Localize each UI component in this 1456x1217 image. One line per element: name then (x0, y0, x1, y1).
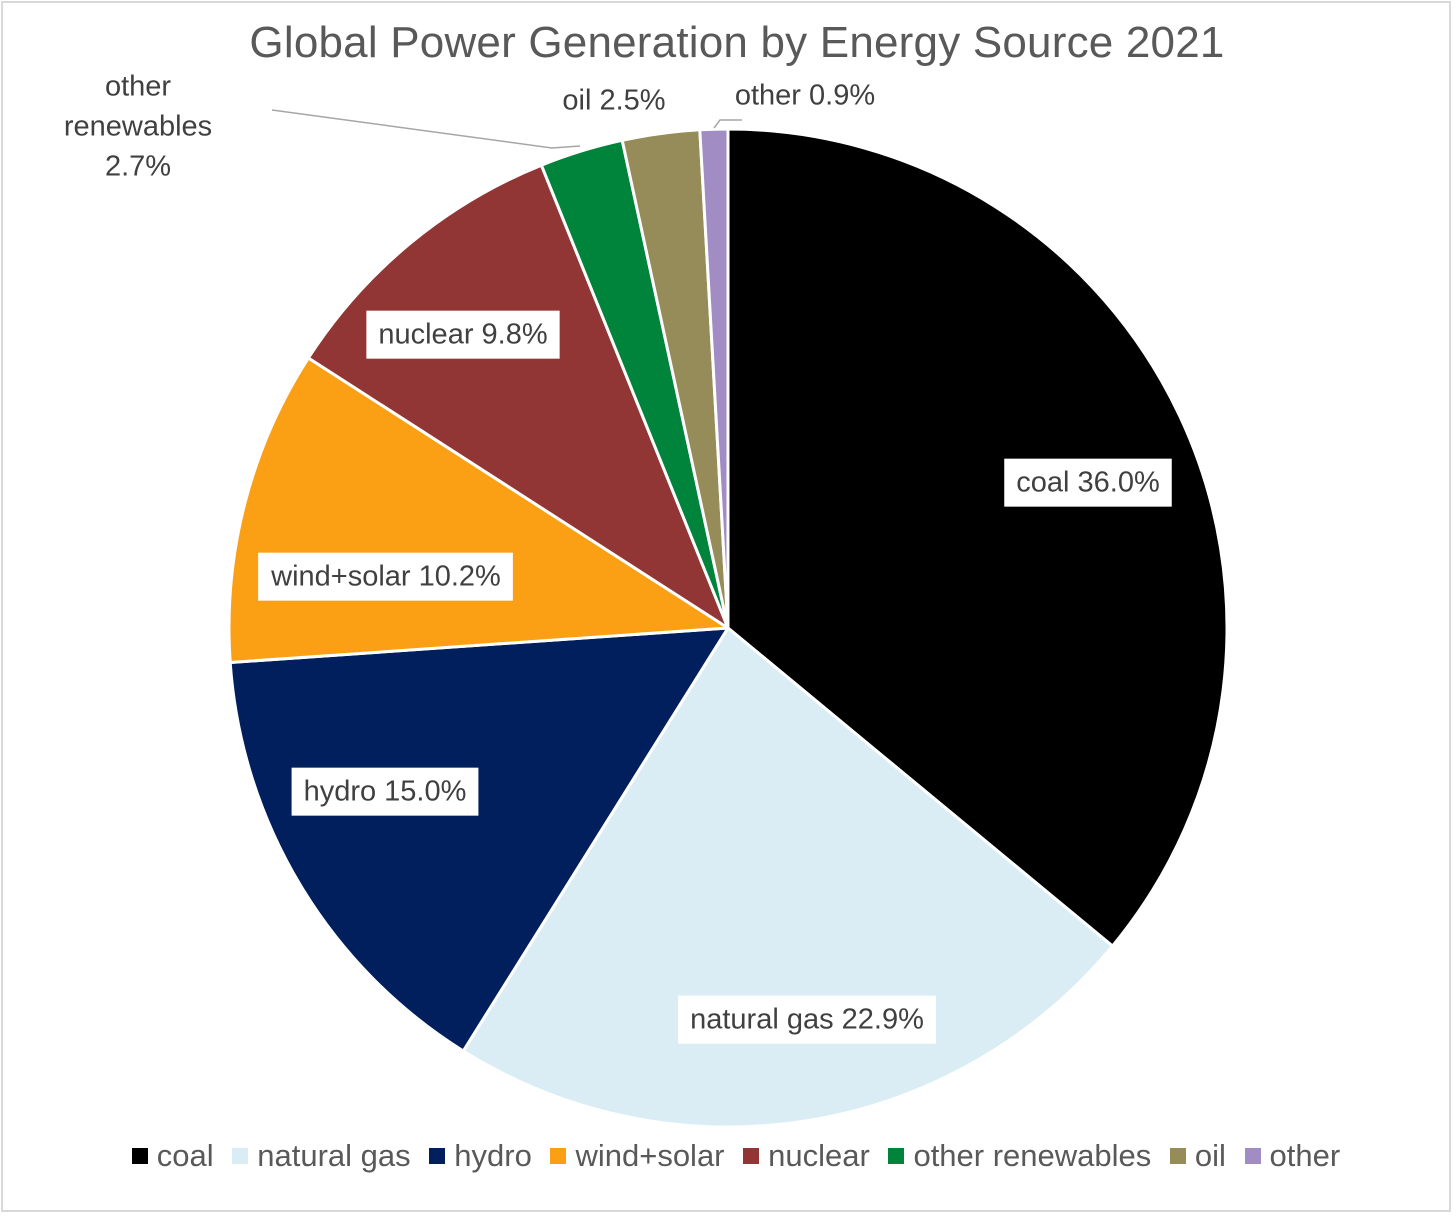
data-label-box (258, 552, 513, 601)
data-label-coal: coal 36.0% (1004, 458, 1172, 507)
leader-line-other (713, 119, 742, 129)
legend-item-oil: oil (1169, 1138, 1226, 1174)
chart-title: Global Power Generation by Energy Source… (249, 18, 1225, 67)
data-label-text: oil 2.5% (562, 85, 665, 117)
legend-label: hydro (454, 1138, 532, 1173)
legend-swatch (232, 1148, 249, 1164)
legend-swatch (743, 1148, 760, 1164)
legend-swatch (550, 1148, 567, 1164)
data-label-other-renewables: other renewables 2.7% (64, 71, 212, 183)
data-label-other: other 0.9% (735, 80, 875, 112)
data-label-box (678, 995, 936, 1044)
pie-slice-hydro (228, 626, 730, 1053)
data-label-box (1004, 458, 1172, 507)
legend-label: wind+solar (575, 1138, 725, 1173)
data-label-text: wind+solar 10.2% (270, 561, 501, 593)
legend-swatch (1244, 1148, 1261, 1164)
legend-label: other (1269, 1138, 1341, 1173)
data-label-text: nuclear 9.8% (378, 319, 547, 351)
legend-item-nuclear: nuclear (743, 1138, 870, 1174)
data-label-text: natural gas 22.9% (690, 1004, 924, 1036)
data-label-text: other 0.9% (735, 80, 875, 112)
legend-label: coal (156, 1138, 214, 1173)
legend-item-hydro: hydro (429, 1138, 532, 1174)
pie-slice-nuclear (306, 163, 730, 630)
data-label-text: hydro 15.0% (304, 776, 467, 808)
data-label-oil: oil 2.5% (562, 85, 665, 117)
data-label-line: other (105, 71, 171, 103)
leader-line-other-renewables (271, 109, 581, 149)
legend-label: natural gas (257, 1138, 411, 1173)
pie-slice-coal (726, 127, 1229, 948)
data-label-text: coal 36.0% (1016, 467, 1160, 499)
data-label-line: renewables (64, 111, 212, 143)
legend: coal natural gas hydro wind+solar nuclea… (0, 1138, 1456, 1174)
data-label-hydro: hydro 15.0% (291, 767, 479, 816)
legend-label: oil (1194, 1138, 1226, 1173)
legend-item-coal: coal (131, 1138, 214, 1174)
legend-swatch (1169, 1148, 1186, 1164)
pie-slice-other (698, 127, 730, 630)
legend-label: other renewables (913, 1138, 1152, 1173)
data-label-line: 2.7% (105, 151, 171, 183)
legend-swatch (429, 1148, 446, 1164)
data-label-box (366, 310, 560, 359)
legend-label: nuclear (768, 1138, 870, 1173)
data-label-box (291, 767, 479, 816)
data-label-natural-gas: natural gas 22.9% (678, 995, 936, 1044)
legend-swatch (888, 1148, 905, 1164)
pie-slice-natural-gas (461, 626, 1114, 1129)
legend-swatch (131, 1148, 148, 1164)
data-label-wind-solar: wind+solar 10.2% (258, 552, 513, 601)
legend-item-natural-gas: natural gas (232, 1138, 411, 1174)
legend-item-other-renewables: other renewables (888, 1138, 1151, 1174)
legend-item-other: other (1244, 1138, 1341, 1174)
legend-item-wind-solar: wind+solar (550, 1138, 725, 1174)
data-label-nuclear: nuclear 9.8% (366, 310, 560, 359)
